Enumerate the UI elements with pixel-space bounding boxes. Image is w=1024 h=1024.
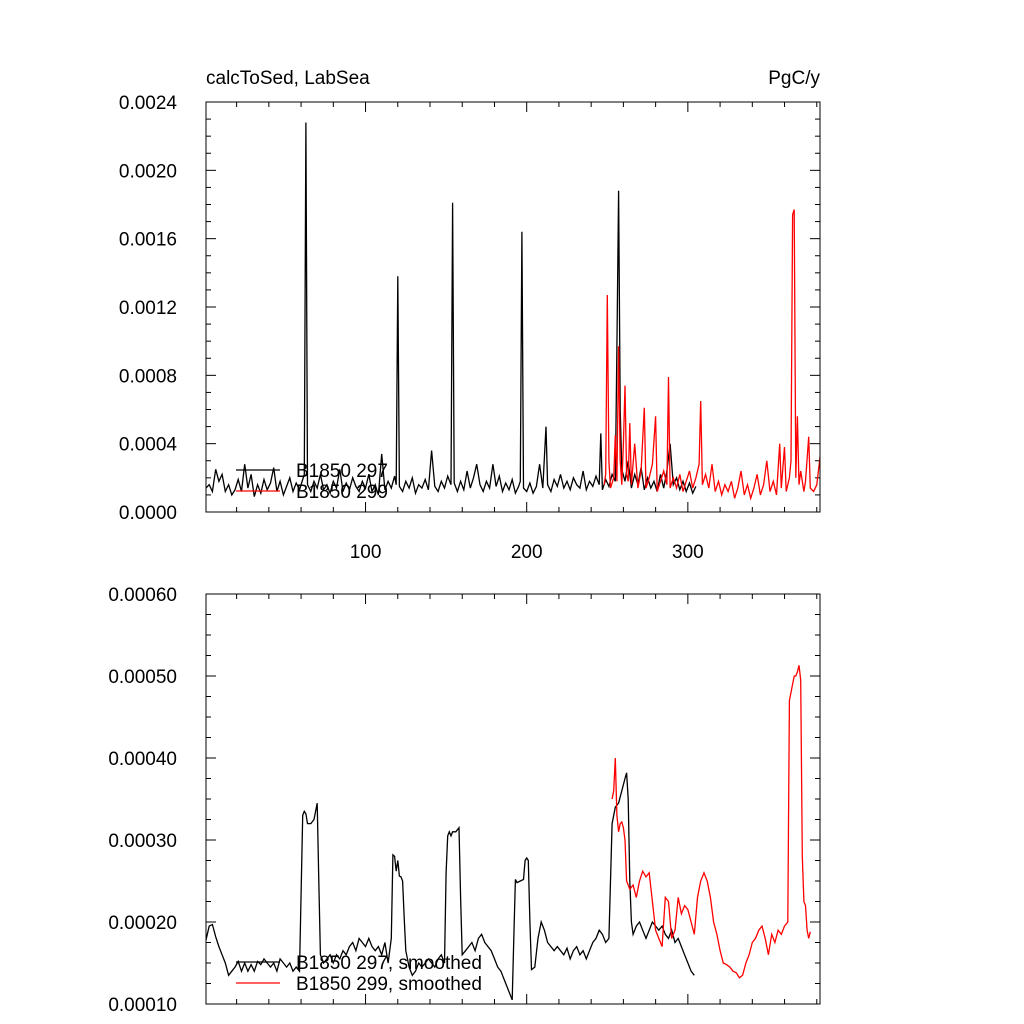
top-panel: calcToSed, LabSea PgC/y 0.0000 0.0004 0.… bbox=[119, 68, 821, 563]
top-y-tick-label: 0.0012 bbox=[119, 298, 177, 319]
bottom-legend: B1850 297, smoothed B1850 299, smoothed bbox=[236, 953, 482, 995]
bottom-series-lines bbox=[205, 665, 811, 1001]
top-x-tick-labels: 100 200 300 bbox=[350, 542, 704, 563]
series-line-b1850-299 bbox=[603, 209, 821, 501]
legend-label-b1850-299: B1850 299 bbox=[296, 482, 388, 503]
bottom-y-tick-label: 0.00050 bbox=[108, 667, 177, 688]
top-y-tick-label: 0.0020 bbox=[119, 161, 177, 182]
top-x-tick-label: 300 bbox=[672, 542, 704, 563]
top-series-lines bbox=[205, 122, 821, 501]
top-y-tick-label: 0.0024 bbox=[119, 93, 178, 114]
top-y-tick-label: 0.0008 bbox=[119, 366, 177, 387]
top-title-right: PgC/y bbox=[768, 68, 820, 89]
top-y-tick-label: 0.0004 bbox=[119, 435, 178, 456]
top-y-tick-label: 0.0016 bbox=[119, 230, 177, 251]
top-x-tick-label: 200 bbox=[511, 542, 543, 563]
top-x-tick-label: 100 bbox=[350, 542, 382, 563]
top-legend: B1850 297 B1850 299 bbox=[236, 461, 388, 503]
legend-label-b1850-297: B1850 297 bbox=[296, 461, 388, 482]
legend-label-b1850-297-smoothed: B1850 297, smoothed bbox=[296, 953, 482, 974]
bottom-panel: 0.00010 0.00020 0.00030 0.00040 0.00050 … bbox=[108, 585, 821, 1016]
bottom-y-tick-label: 0.00040 bbox=[108, 749, 177, 770]
top-y-tick-labels: 0.0000 0.0004 0.0008 0.0012 0.0016 0.002… bbox=[119, 93, 178, 524]
bottom-plot-frame bbox=[205, 593, 821, 1005]
top-title-left: calcToSed, LabSea bbox=[206, 68, 370, 89]
top-plot-frame bbox=[205, 101, 821, 513]
bottom-y-tick-label: 0.00010 bbox=[108, 995, 177, 1016]
bottom-y-tick-label: 0.00020 bbox=[108, 913, 177, 934]
series-line-b1850-297 bbox=[205, 122, 697, 498]
top-y-tick-label: 0.0000 bbox=[119, 503, 177, 524]
bottom-y-tick-label: 0.00030 bbox=[108, 831, 177, 852]
top-axis-ticks bbox=[206, 101, 820, 513]
bottom-axis-ticks bbox=[206, 593, 820, 1005]
bottom-y-tick-label: 0.00060 bbox=[108, 585, 177, 606]
legend-label-b1850-299-smoothed: B1850 299, smoothed bbox=[296, 974, 482, 995]
series-line-b1850-297-smoothed bbox=[205, 772, 695, 1001]
bottom-y-tick-labels: 0.00010 0.00020 0.00030 0.00040 0.00050 … bbox=[108, 585, 177, 1016]
series-line-b1850-299-smoothed bbox=[611, 665, 811, 979]
